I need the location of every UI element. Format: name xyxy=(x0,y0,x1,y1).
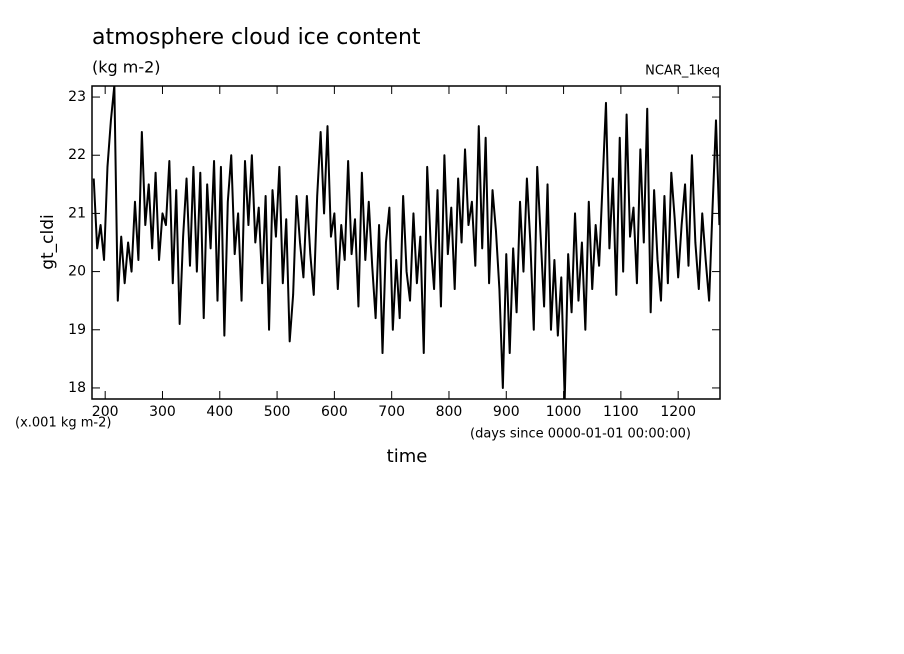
y-tick-label: 22 xyxy=(68,147,86,163)
x-tick-label: 1100 xyxy=(603,404,639,420)
x-tick-label: 300 xyxy=(149,404,176,420)
y-axis-label: gt_cldi xyxy=(38,214,58,270)
x-tick-label: 700 xyxy=(378,404,405,420)
x-tick-label: 800 xyxy=(436,404,463,420)
x-axis-label: time xyxy=(387,446,428,467)
x-tick-label: 1200 xyxy=(660,404,696,420)
y-tick-label: 20 xyxy=(68,264,86,280)
y-axis-unit: (x.001 kg m-2) xyxy=(15,416,111,431)
x-tick-label: 500 xyxy=(264,404,291,420)
y-tick-label: 23 xyxy=(68,89,86,105)
y-tick-label: 19 xyxy=(68,322,86,338)
x-axis-unit: (days since 0000-01-01 00:00:00) xyxy=(470,427,691,442)
chart-subtitle: (kg m-2) xyxy=(92,58,161,77)
x-tick-label: 600 xyxy=(321,404,348,420)
chart-title: atmosphere cloud ice content xyxy=(92,25,421,50)
x-tick-label: 400 xyxy=(206,404,233,420)
y-tick-label: 18 xyxy=(68,380,86,396)
plot-frame xyxy=(91,85,721,400)
y-tick-label: 21 xyxy=(68,205,86,221)
x-tick-label: 200 xyxy=(92,404,119,420)
data-line xyxy=(92,86,720,399)
x-tick-label: 900 xyxy=(493,404,520,420)
x-tick-label: 1000 xyxy=(546,404,582,420)
annotation: NCAR_1keq xyxy=(645,64,720,79)
